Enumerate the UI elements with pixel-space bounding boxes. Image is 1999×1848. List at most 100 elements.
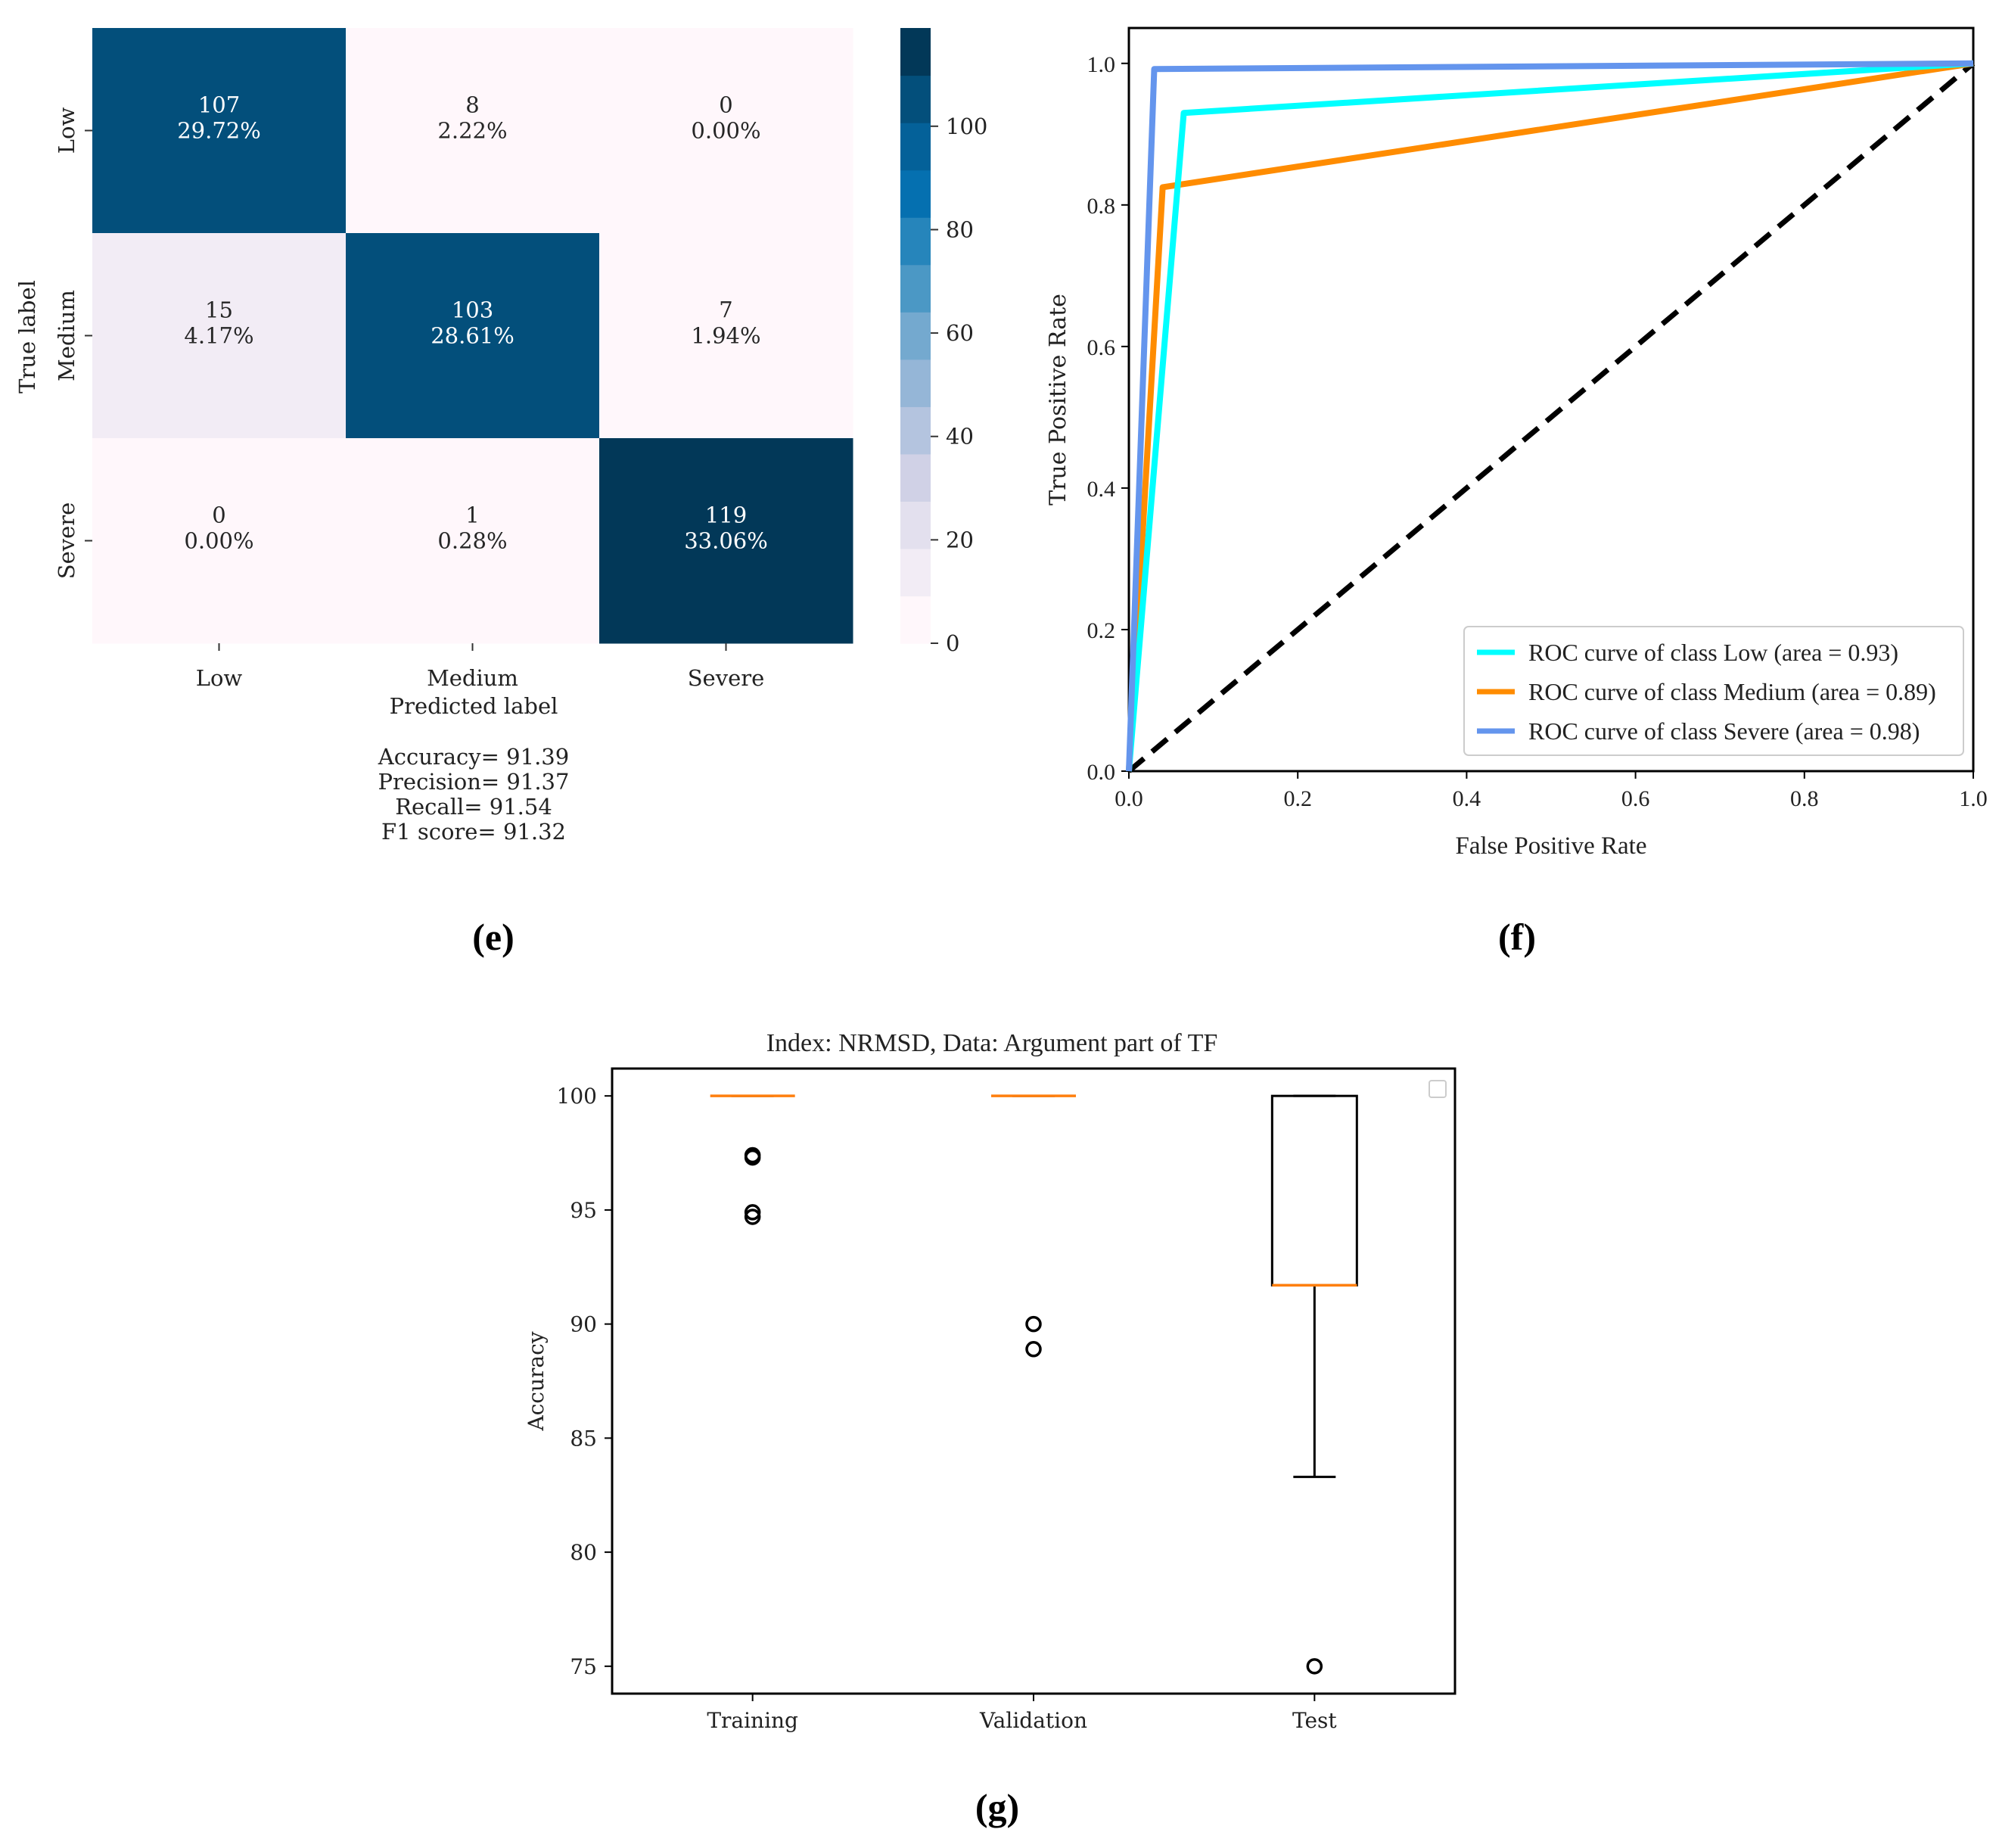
cm-y-tick-label: Low bbox=[54, 107, 79, 154]
cm-y-axis-label: True label bbox=[14, 280, 40, 394]
cm-cell bbox=[599, 233, 853, 439]
cm-cell-count: 7 bbox=[719, 297, 732, 323]
cm-cell-count: 107 bbox=[198, 92, 240, 118]
roc-y-tick-label: 0.6 bbox=[1087, 335, 1116, 360]
colorbar-tick-label: 100 bbox=[946, 114, 987, 139]
roc-x-tick-label: 1.0 bbox=[1959, 786, 1988, 811]
panel-label-g: (g) bbox=[975, 1786, 1019, 1828]
box-outlier bbox=[744, 1149, 761, 1166]
cm-cell bbox=[346, 28, 600, 234]
confusion-matrix-panel: 10729.72%82.22%00.00%154.17%10328.61%71.… bbox=[14, 28, 987, 958]
cm-x-axis-label: Predicted label bbox=[390, 693, 558, 719]
colorbar-tick-label: 80 bbox=[946, 216, 974, 242]
cm-cell-percent: 29.72% bbox=[177, 118, 261, 144]
cm-cell-count: 0 bbox=[212, 502, 225, 528]
colorbar-band bbox=[900, 359, 931, 407]
cm-cell-count: 103 bbox=[452, 297, 493, 323]
metric-accuracy: Accuracy= 91.39 bbox=[378, 744, 569, 770]
box-x-tick-label: Test bbox=[1292, 1708, 1337, 1733]
cm-cell-percent: 1.94% bbox=[691, 323, 760, 349]
cm-y-tick-label: Severe bbox=[54, 502, 79, 580]
boxplot-panel: Index: NRMSD, Data: Argument part of TF … bbox=[524, 1029, 1457, 1828]
cm-cell-percent: 28.61% bbox=[431, 323, 515, 349]
cm-cell-count: 15 bbox=[205, 297, 233, 323]
cm-cell bbox=[599, 28, 853, 234]
box-outlier bbox=[1025, 1315, 1042, 1333]
roc-y-tick-label: 0.2 bbox=[1087, 618, 1116, 643]
colorbar-band bbox=[900, 312, 931, 360]
cm-x-tick-label: Medium bbox=[427, 665, 518, 691]
box-y-tick-label: 90 bbox=[570, 1312, 597, 1337]
roc-y-tick-label: 0.8 bbox=[1087, 194, 1116, 219]
colorbar-band bbox=[900, 596, 931, 644]
box-y-tick-label: 75 bbox=[570, 1654, 597, 1679]
roc-legend-label: ROC curve of class Low (area = 0.93) bbox=[1528, 639, 1898, 666]
box-outlier bbox=[1025, 1341, 1042, 1358]
box-outlier bbox=[744, 1204, 761, 1221]
cm-cell bbox=[92, 438, 347, 644]
roc-x-axis-label: False Positive Rate bbox=[1456, 832, 1647, 860]
panel-label-f: (f) bbox=[1498, 916, 1536, 958]
cm-cell bbox=[92, 233, 347, 439]
roc-panel: 0.0 0.2 0.4 0.6 0.8 1.0 0.0 0.2 0.4 0.6 0.8 1.0 ROC… bbox=[1045, 26, 1988, 958]
cm-cell-percent: 33.06% bbox=[684, 528, 768, 554]
colorbar-band bbox=[900, 217, 931, 266]
cm-cell bbox=[599, 438, 853, 644]
cm-cell bbox=[346, 233, 600, 439]
colorbar-band bbox=[900, 501, 931, 549]
colorbar-band bbox=[900, 406, 931, 455]
cm-cell-percent: 0.00% bbox=[184, 528, 253, 554]
box-y-tick-label: 100 bbox=[557, 1084, 597, 1109]
roc-legend-label: ROC curve of class Severe (area = 0.98) bbox=[1528, 717, 1920, 745]
boxplot-y-axis-label: Accuracy bbox=[524, 1331, 549, 1431]
box-x-tick-label: Validation bbox=[979, 1708, 1087, 1733]
box-y-tick-label: 80 bbox=[570, 1540, 597, 1565]
colorbar-band bbox=[900, 264, 931, 313]
roc-legend-box bbox=[1463, 626, 1964, 756]
colorbar-band bbox=[900, 28, 931, 76]
roc-y-tick-label: 0.0 bbox=[1087, 760, 1116, 785]
roc-x-tick-label: 0.0 bbox=[1115, 786, 1143, 811]
panel-label-e: (e) bbox=[472, 916, 515, 958]
cm-cell-count: 1 bbox=[465, 502, 479, 528]
box-outlier bbox=[744, 1209, 761, 1225]
roc-chance-line bbox=[1127, 61, 1976, 773]
colorbar-band bbox=[900, 453, 931, 502]
roc-series-line bbox=[1126, 60, 1974, 772]
roc-legend-label: ROC curve of class Medium (area = 0.89) bbox=[1528, 678, 1936, 705]
colorbar-tick-label: 20 bbox=[946, 527, 974, 552]
cm-cell-percent: 4.17% bbox=[184, 323, 253, 349]
roc-y-tick-label: 1.0 bbox=[1087, 52, 1116, 77]
cm-cell-percent: 0.28% bbox=[437, 528, 507, 554]
cm-cell-count: 119 bbox=[705, 502, 747, 528]
cm-cell-percent: 0.00% bbox=[691, 118, 760, 144]
cm-cell-count: 8 bbox=[465, 92, 479, 118]
metric-f1-score: F1 score= 91.32 bbox=[381, 819, 566, 845]
roc-legend: ROC curve of class Low (area = 0.93) ROC … bbox=[1463, 626, 1964, 756]
box-y-tick-label: 95 bbox=[570, 1198, 597, 1223]
roc-x-tick-label: 0.6 bbox=[1621, 786, 1650, 811]
boxplot-title: Index: NRMSD, Data: Argument part of TF bbox=[766, 1029, 1218, 1057]
colorbar-tick-label: 60 bbox=[946, 320, 974, 346]
cm-cell bbox=[92, 28, 347, 234]
colorbar-band bbox=[900, 548, 931, 597]
metric-recall: Recall= 91.54 bbox=[395, 794, 552, 820]
box-x-tick-label: Training bbox=[707, 1708, 798, 1733]
cm-cell bbox=[346, 438, 600, 644]
roc-y-tick-label: 0.4 bbox=[1087, 477, 1116, 502]
box-outlier bbox=[1306, 1658, 1323, 1675]
roc-x-tick-label: 0.8 bbox=[1790, 786, 1819, 811]
metric-precision: Precision= 91.37 bbox=[378, 769, 570, 795]
roc-x-tick-label: 0.2 bbox=[1283, 786, 1312, 811]
colorbar-tick-label: 0 bbox=[946, 630, 959, 656]
colorbar-tick-label: 40 bbox=[946, 424, 974, 450]
roc-plot-frame bbox=[1127, 26, 1975, 773]
roc-x-tick-label: 0.4 bbox=[1453, 786, 1481, 811]
boxplot-legend-box bbox=[1429, 1080, 1447, 1098]
colorbar-band bbox=[900, 170, 931, 218]
cm-cell-percent: 2.22% bbox=[437, 118, 507, 144]
cm-cell-count: 0 bbox=[719, 92, 732, 118]
cm-y-tick-label: Medium bbox=[54, 290, 79, 381]
colorbar-band bbox=[900, 75, 931, 123]
